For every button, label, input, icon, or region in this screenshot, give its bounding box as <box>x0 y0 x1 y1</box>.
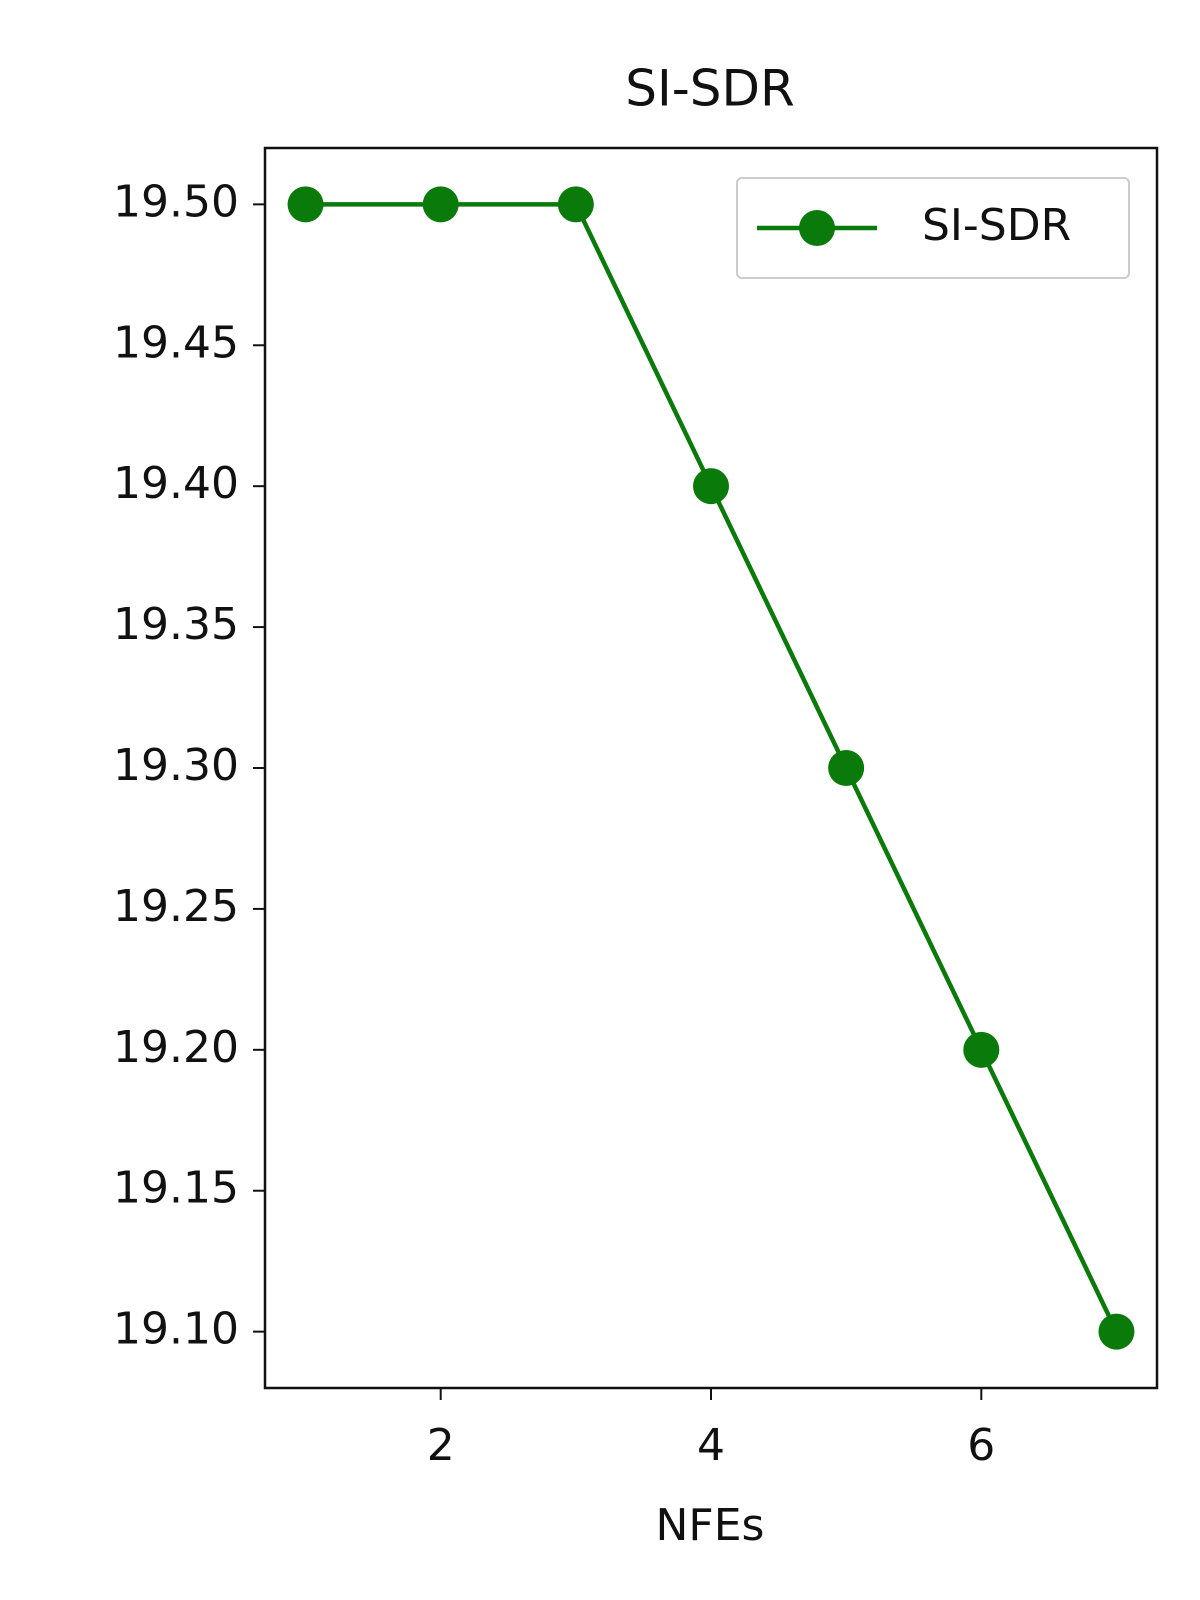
y-tick-label: 19.30 <box>113 740 239 791</box>
y-tick-label: 19.50 <box>113 176 239 227</box>
legend-label: SI-SDR <box>922 200 1071 251</box>
y-tick-label: 19.35 <box>113 599 239 650</box>
x-tick-label: 4 <box>697 1420 725 1471</box>
data-point <box>557 186 594 223</box>
y-tick-label: 19.10 <box>113 1304 239 1355</box>
legend-box <box>736 177 1130 279</box>
y-tick-label: 19.15 <box>113 1163 239 1214</box>
data-point <box>287 186 324 223</box>
x-tick-label: 2 <box>427 1420 455 1471</box>
y-tick-label: 19.40 <box>113 458 239 509</box>
plot-frame <box>263 146 1159 1390</box>
data-point <box>422 186 459 223</box>
y-tick-label: 19.25 <box>113 881 239 932</box>
data-point <box>828 750 865 786</box>
data-point <box>693 468 729 505</box>
x-axis-label: NFEs <box>656 1500 765 1551</box>
y-tick-label: 19.20 <box>113 1022 239 1073</box>
data-point <box>963 1031 1000 1068</box>
data-point <box>1098 1313 1135 1350</box>
legend-marker <box>799 210 835 246</box>
x-tick-label: 6 <box>967 1420 995 1471</box>
chart-title: SI-SDR <box>625 60 795 118</box>
y-tick-label: 19.45 <box>113 317 239 368</box>
series-line <box>305 202 1119 1333</box>
